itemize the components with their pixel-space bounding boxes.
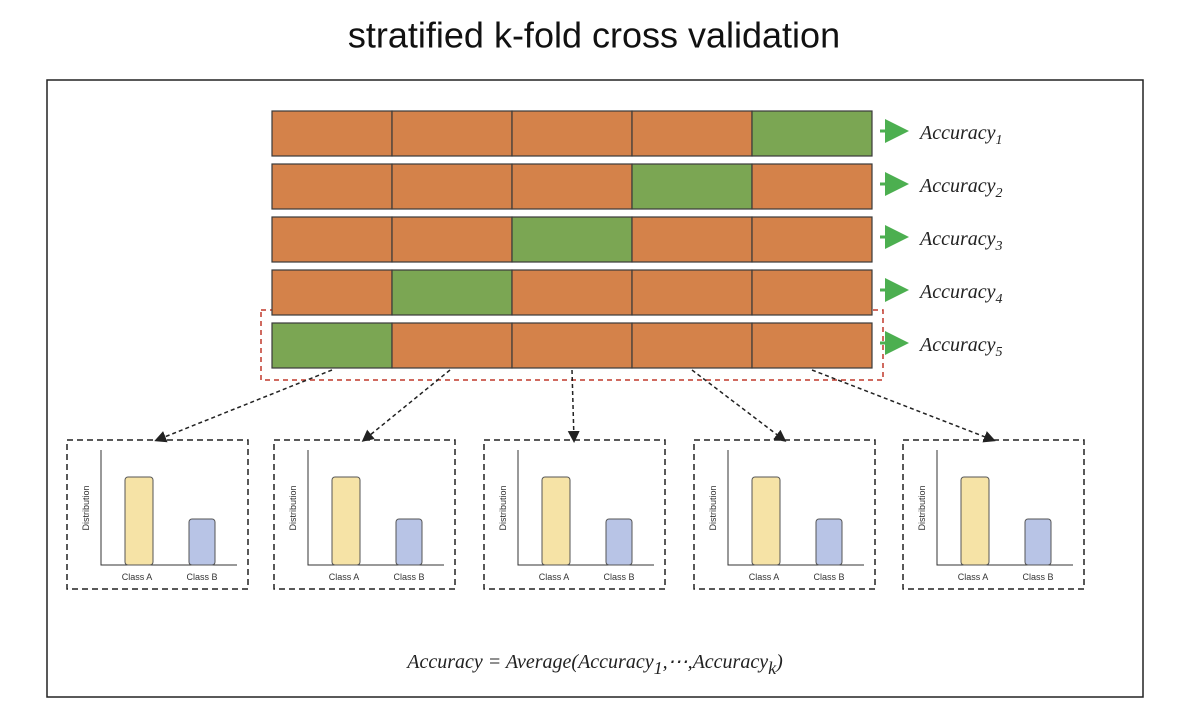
class-label: Class A <box>329 572 360 582</box>
train-fold <box>631 216 753 263</box>
accuracy-sub: 4 <box>996 292 1003 307</box>
accuracy-sub: 1 <box>996 133 1003 148</box>
accuracy-sub: 5 <box>996 345 1003 360</box>
bar-b <box>815 518 843 566</box>
bar-b <box>605 518 633 566</box>
train-fold <box>511 110 633 157</box>
formula-part: ) <box>775 651 783 673</box>
class-label: Class A <box>958 572 989 582</box>
train-fold <box>751 216 873 263</box>
accuracy-sub: 2 <box>996 186 1003 201</box>
train-fold <box>511 269 633 316</box>
train-fold <box>631 269 753 316</box>
dashed-arrow <box>567 369 580 443</box>
class-label: Class A <box>122 572 153 582</box>
accuracy-label: Accuracy2 <box>918 175 1003 201</box>
accuracy-label: Accuracy1 <box>918 122 1003 148</box>
panel <box>693 439 876 590</box>
bar-a <box>124 476 154 566</box>
test-fold <box>751 110 873 157</box>
y-label: Distribution <box>917 485 927 530</box>
dashed-arrow <box>811 369 996 443</box>
accuracy-text: Accuracy <box>918 175 996 197</box>
accuracy-label: Accuracy5 <box>918 334 1003 360</box>
train-fold <box>391 216 513 263</box>
train-fold <box>511 163 633 210</box>
y-label: Distribution <box>81 485 91 530</box>
dashed-arrow <box>154 369 333 443</box>
panel <box>902 439 1085 590</box>
panel <box>66 439 249 590</box>
formula-sub: k <box>768 658 777 678</box>
accuracy-label: Accuracy4 <box>918 281 1003 307</box>
train-fold <box>271 163 393 210</box>
accuracy-text: Accuracy <box>918 122 996 144</box>
bar-a <box>960 476 990 566</box>
train-fold <box>751 322 873 369</box>
panel <box>483 439 666 590</box>
accuracy-text: Accuracy <box>918 228 996 250</box>
bar-b <box>395 518 423 566</box>
accuracy-sub: 3 <box>995 239 1003 254</box>
class-label: Class B <box>813 572 844 582</box>
train-fold <box>391 110 513 157</box>
formula-part: Accuracy = Average(Accuracy <box>405 651 653 673</box>
train-fold <box>271 216 393 263</box>
train-fold <box>271 269 393 316</box>
train-fold <box>631 322 753 369</box>
test-fold <box>271 322 393 369</box>
train-fold <box>271 110 393 157</box>
bar-b <box>1024 518 1052 566</box>
test-fold <box>391 269 513 316</box>
class-label: Class B <box>393 572 424 582</box>
accuracy-label: Accuracy3 <box>918 228 1003 254</box>
train-fold <box>751 163 873 210</box>
bar-b <box>188 518 216 566</box>
formula-sub: 1 <box>654 658 663 678</box>
formula: Accuracy = Average(Accuracy1,⋯,Accuracyk… <box>405 651 783 678</box>
class-label: Class A <box>539 572 570 582</box>
bar-a <box>541 476 571 566</box>
dashed-arrow <box>691 369 787 442</box>
accuracy-text: Accuracy <box>918 281 996 303</box>
bar-a <box>751 476 781 566</box>
panel <box>273 439 456 590</box>
bar-a <box>331 476 361 566</box>
train-fold <box>391 163 513 210</box>
class-label: Class B <box>1022 572 1053 582</box>
test-fold <box>631 163 753 210</box>
class-label: Class A <box>749 572 780 582</box>
formula-part: ,⋯,Accuracy <box>663 651 769 673</box>
y-label: Distribution <box>288 485 298 530</box>
dashed-arrow <box>361 369 451 442</box>
train-fold <box>511 322 633 369</box>
y-label: Distribution <box>498 485 508 530</box>
class-label: Class B <box>603 572 634 582</box>
test-fold <box>511 216 633 263</box>
title: stratified k-fold cross validation <box>348 15 840 56</box>
train-fold <box>631 110 753 157</box>
train-fold <box>391 322 513 369</box>
y-label: Distribution <box>708 485 718 530</box>
class-label: Class B <box>186 572 217 582</box>
train-fold <box>751 269 873 316</box>
accuracy-text: Accuracy <box>918 334 996 356</box>
